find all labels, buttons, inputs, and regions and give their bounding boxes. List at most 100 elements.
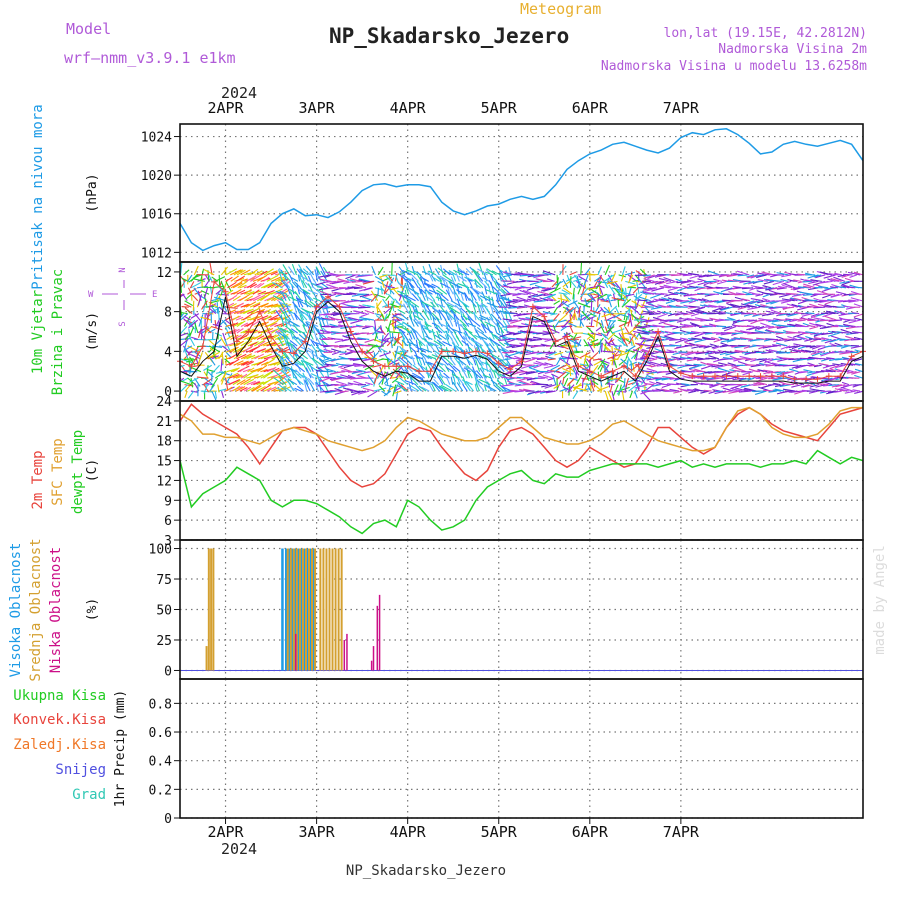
wind-arrow bbox=[253, 361, 262, 366]
wind-arrow bbox=[629, 390, 633, 399]
wind-arrow bbox=[839, 280, 850, 284]
wind-arrow bbox=[756, 287, 767, 290]
wind-arrow bbox=[428, 289, 440, 295]
wind-arrow bbox=[249, 283, 257, 289]
wind-arrow bbox=[826, 357, 835, 360]
wind-arrow bbox=[853, 303, 863, 308]
wind-arrow bbox=[553, 300, 561, 305]
wind-arrow bbox=[302, 324, 308, 334]
wind-arrow bbox=[184, 303, 192, 308]
top-date-label-2: 4APR bbox=[390, 99, 427, 117]
wind-arrow bbox=[731, 388, 743, 392]
gust-marker bbox=[586, 368, 593, 375]
wind-arrow bbox=[536, 293, 546, 298]
wind-arrow bbox=[471, 287, 484, 295]
wind-arrow bbox=[621, 298, 632, 308]
wind-arrow bbox=[288, 288, 298, 295]
wind-arrow bbox=[410, 330, 416, 340]
wind-arrow bbox=[764, 358, 774, 361]
wind-arrow bbox=[680, 280, 692, 284]
wind-arrow bbox=[420, 352, 433, 360]
wind-arrow bbox=[506, 331, 515, 334]
wind-arrow bbox=[745, 358, 757, 361]
panel-ylabel-temperature: (C) bbox=[85, 459, 100, 482]
wind-arrow bbox=[447, 316, 454, 327]
wind-arrow bbox=[545, 390, 556, 394]
wind-arrow bbox=[444, 365, 450, 372]
wind-arrow bbox=[572, 390, 579, 400]
wind-arrow bbox=[738, 390, 752, 393]
wind-arrow bbox=[407, 355, 415, 360]
wind-arrow bbox=[765, 325, 774, 328]
wind-arrow bbox=[254, 282, 262, 289]
wind-arrow bbox=[533, 362, 546, 366]
wind-arrow bbox=[637, 329, 649, 334]
wind-arrow bbox=[370, 351, 379, 361]
wind-arrow bbox=[805, 345, 815, 348]
wind-arrow bbox=[224, 358, 232, 365]
wind-arrow bbox=[310, 343, 318, 353]
wind-arrow bbox=[630, 310, 634, 321]
wind-arrow bbox=[378, 385, 385, 392]
wind-arrow bbox=[632, 287, 639, 294]
wind-arrow bbox=[494, 317, 501, 327]
wind-arrow bbox=[642, 310, 655, 315]
wind-arrow bbox=[180, 311, 188, 315]
wind-arrow bbox=[764, 329, 775, 334]
wind-arrow bbox=[813, 306, 826, 309]
wind-arrow bbox=[245, 301, 257, 308]
wind-arrow bbox=[660, 319, 669, 322]
wind-arrow bbox=[359, 293, 370, 298]
wind-arrow bbox=[367, 374, 376, 385]
wind-arrow bbox=[500, 376, 511, 379]
wind-arrow bbox=[566, 364, 578, 370]
wind-arrow bbox=[843, 368, 854, 373]
wind-arrow bbox=[322, 287, 332, 290]
wind-arrow bbox=[546, 297, 556, 302]
wind-arrow bbox=[345, 351, 353, 356]
wind-arrow bbox=[393, 379, 405, 386]
wind-arrow bbox=[718, 305, 727, 308]
wind-arrow bbox=[417, 338, 423, 347]
wind-arrow bbox=[280, 269, 288, 282]
wind-arrow bbox=[587, 341, 595, 353]
wind-arrow bbox=[432, 277, 440, 282]
wind-arrow bbox=[379, 274, 388, 278]
wind-arrow bbox=[580, 314, 590, 321]
wind-arrow bbox=[439, 282, 451, 289]
wind-arrow bbox=[242, 360, 253, 366]
wind-arrow bbox=[853, 317, 863, 321]
wind-arrow bbox=[443, 356, 454, 366]
wind-arrow bbox=[810, 313, 820, 317]
wind-arrow bbox=[280, 369, 291, 379]
wind-arrow bbox=[607, 332, 616, 341]
wind-arrow bbox=[302, 291, 312, 302]
wind-arrow bbox=[602, 350, 615, 353]
wind-arrow bbox=[665, 300, 676, 304]
wind-arrow bbox=[841, 331, 849, 334]
wind-arrow bbox=[424, 295, 433, 302]
wind-arrow bbox=[398, 266, 406, 276]
wind-arrow bbox=[235, 386, 246, 392]
wind-arrow bbox=[808, 338, 822, 340]
wind-arrow bbox=[509, 319, 518, 322]
wind-arrow bbox=[379, 366, 385, 379]
wind-arrow bbox=[243, 303, 251, 308]
wind-arrow bbox=[318, 274, 331, 278]
wind-arrow bbox=[727, 279, 740, 282]
wind-arrow bbox=[283, 385, 291, 392]
wind-arrow bbox=[405, 269, 419, 276]
wind-arrow bbox=[591, 380, 599, 386]
wind-arrow bbox=[345, 332, 357, 337]
wind-arrow bbox=[542, 270, 556, 276]
wind-arrow bbox=[273, 340, 285, 347]
wind-arrow bbox=[514, 390, 524, 393]
wind-arrow bbox=[688, 285, 699, 289]
wind-arrow bbox=[254, 270, 263, 276]
wind-arrow bbox=[515, 367, 526, 373]
wind-arrow bbox=[355, 284, 367, 289]
wind-arrow bbox=[193, 278, 205, 282]
wind-arrow bbox=[604, 293, 612, 302]
wind-arrow bbox=[261, 291, 269, 295]
wind-arrow bbox=[751, 280, 764, 283]
